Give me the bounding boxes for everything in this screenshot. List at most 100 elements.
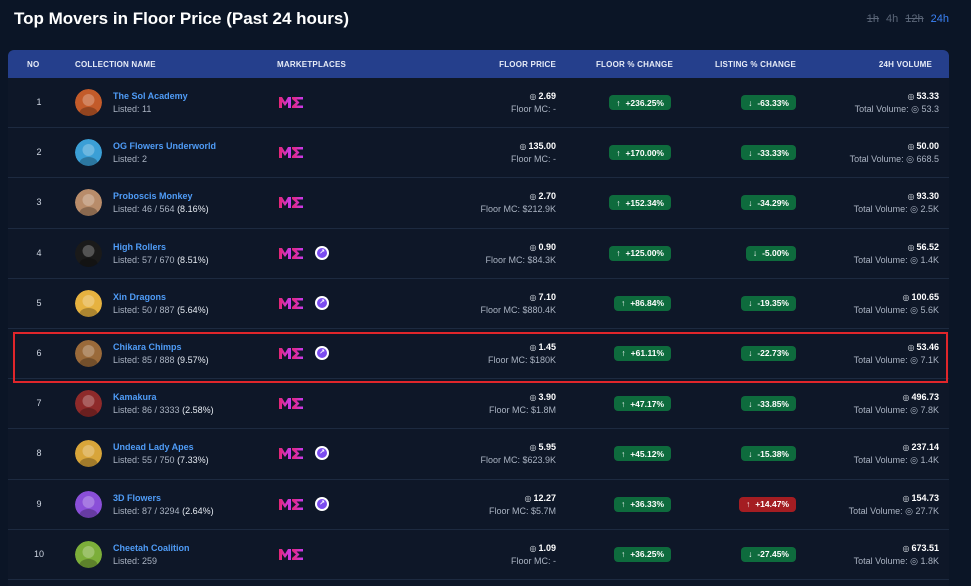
magic-eden-icon[interactable] <box>278 445 304 461</box>
tensor-icon[interactable]: ↗ <box>315 245 329 260</box>
floor-change-badge: ↑ +236.25% <box>609 95 671 110</box>
collection-listed: Listed: 50 / 887 (5.64%) <box>113 305 209 315</box>
collection-name-link[interactable]: Undead Lady Apes <box>113 442 194 453</box>
floor-market-cap: Floor MC: $212.9K <box>480 204 556 215</box>
table-row[interactable]: 10 Cheetah Coalition Listed: 259 ◎ 1.09 Floo… <box>8 530 949 580</box>
collection-name-link[interactable]: Cheetah Coalition <box>113 542 190 553</box>
row-number: 2 <box>36 147 42 158</box>
table-row[interactable]: 5 Xin Dragons Listed: 50 / 887 (5.64%) ↗ ◎ 7.… <box>8 279 949 329</box>
collection-name-link[interactable]: High Rollers <box>113 241 167 252</box>
collection-name-link[interactable]: OG Flowers Underworld <box>113 141 217 152</box>
magic-eden-icon[interactable] <box>278 345 304 361</box>
listed-count: Listed: 11 <box>113 104 152 114</box>
magic-eden-icon[interactable] <box>278 245 304 261</box>
collection-name-link[interactable]: Kamakura <box>113 392 157 403</box>
collection-avatar[interactable] <box>75 139 102 167</box>
table-row[interactable]: 9 3D Flowers Listed: 87 / 3294 (2.64%) ↗ ◎ 12… <box>8 480 949 530</box>
magic-eden-icon[interactable] <box>278 94 304 110</box>
floor-change-badge: ↑ +61.11% <box>614 345 671 361</box>
floor-change-value: +45.12% <box>630 448 664 459</box>
magic-eden-icon[interactable] <box>278 194 304 210</box>
collection-listed: Listed: 85 / 888 (9.57%) <box>113 355 209 365</box>
table-row[interactable]: 3 Proboscis Monkey Listed: 46 / 564 (8.16%… <box>8 178 949 229</box>
floor-price: ◎ 3.90 <box>529 392 556 402</box>
marketplaces <box>278 144 304 160</box>
listing-change-value: -19.35% <box>757 298 789 309</box>
collection-avatar[interactable] <box>75 189 102 217</box>
collection-listed: Listed: 55 / 750 (7.33%) <box>113 455 209 465</box>
listing-change-value: -5.00% <box>762 248 789 259</box>
collection-avatar[interactable] <box>75 440 102 468</box>
magic-eden-icon[interactable] <box>278 546 304 562</box>
floor-change-value: +47.17% <box>630 398 664 409</box>
floor-price: ◎ 2.70 <box>529 191 556 201</box>
collection-name-link[interactable]: Chikara Chimps <box>113 341 182 352</box>
tab-1h[interactable]: 1h <box>866 13 880 25</box>
floor-price: ◎ 7.10 <box>529 292 556 302</box>
collection-avatar[interactable] <box>75 239 102 267</box>
floor-price: ◎ 12.27 <box>524 493 556 503</box>
listed-count: Listed: 2 <box>113 154 148 165</box>
arrow-down-icon: ↓ <box>748 197 753 208</box>
column-header-volume[interactable]: 24H VOLUME <box>878 60 932 69</box>
table-row[interactable]: 4 High Rollers Listed: 57 / 670 (8.51%) ↗ ◎ 0… <box>8 229 949 279</box>
arrow-down-icon: ↓ <box>752 248 758 259</box>
table-row[interactable]: 7 Kamakura Listed: 86 / 3333 (2.58%) ◎ 3.90 F… <box>8 379 949 430</box>
tensor-icon[interactable]: ↗ <box>315 295 329 310</box>
volume-24h: ◎ 93.30 <box>907 191 939 201</box>
listed-percent: (8.16%) <box>177 204 209 215</box>
collection-avatar[interactable] <box>75 339 102 367</box>
sol-icon: ◎ <box>907 342 915 352</box>
collection-name-link[interactable]: Xin Dragons <box>113 291 167 302</box>
sol-icon: ◎ <box>529 92 537 101</box>
volume-value: 53.33 <box>916 91 939 101</box>
total-volume: Total Volume: ◎ 2.5K <box>853 204 939 215</box>
table-row[interactable]: 8 Undead Lady Apes Listed: 55 / 750 (7.33%… <box>8 429 949 480</box>
tab-4h[interactable]: 4h <box>886 13 899 25</box>
listing-change-value: -22.73% <box>757 348 789 359</box>
column-header-no[interactable]: NO <box>27 60 40 69</box>
collection-name-link[interactable]: The Sol Academy <box>113 91 188 101</box>
floor-price-value: 135.00 <box>528 141 556 152</box>
collection-name-link[interactable]: 3D Flowers <box>113 492 162 503</box>
listed-count: Listed: 55 / 750 <box>113 455 175 466</box>
table-row[interactable]: 2 OG Flowers Underworld Listed: 2 ◎ 135.00 F… <box>8 128 949 179</box>
collection-avatar[interactable] <box>75 540 102 568</box>
tab-12h[interactable]: 12h <box>905 13 924 25</box>
volume-value: 100.65 <box>911 291 939 302</box>
marketplaces <box>278 546 304 562</box>
listing-change-value: -63.33% <box>757 97 789 108</box>
column-header-floor-price[interactable]: FLOOR PRICE <box>499 60 556 69</box>
volume-24h: ◎ 53.46 <box>907 342 939 352</box>
tensor-icon[interactable]: ↗ <box>315 446 329 461</box>
magic-eden-icon[interactable] <box>278 395 304 411</box>
magic-eden-icon[interactable] <box>278 295 304 311</box>
column-header-collection[interactable]: COLLECTION NAME <box>75 60 156 69</box>
tab-24h[interactable]: 24h <box>930 13 949 25</box>
collection-name-link[interactable]: Proboscis Monkey <box>113 191 193 202</box>
collection-avatar[interactable] <box>75 289 102 317</box>
magic-eden-icon[interactable] <box>278 144 304 160</box>
listing-change-value: -34.29% <box>757 197 789 208</box>
sol-icon: ◎ <box>529 192 537 202</box>
collection-avatar[interactable] <box>75 390 102 418</box>
total-volume: Total Volume: ◎ 7.1K <box>853 354 939 365</box>
floor-change-badge: ↑ +45.12% <box>613 446 671 462</box>
floor-change-value: +170.00% <box>625 147 664 158</box>
table-row[interactable]: 1 The Sol Academy Listed: 11 ◎ 2.69 Floor MC… <box>8 78 949 129</box>
table-row[interactable]: 6 Chikara Chimps Listed: 85 / 888 (9.57%) ↗… <box>8 329 949 380</box>
collection-avatar[interactable] <box>75 490 102 518</box>
column-header-marketplaces[interactable]: MARKETPLACES <box>277 60 347 69</box>
volume-24h: ◎ 50.00 <box>907 141 939 151</box>
row-number: 10 <box>33 548 44 559</box>
marketplaces: ↗ <box>278 245 329 261</box>
magic-eden-icon[interactable] <box>278 496 304 512</box>
volume-value: 496.73 <box>911 392 939 403</box>
collection-avatar[interactable] <box>75 89 102 116</box>
column-header-listing-change[interactable]: LISTING % CHANGE <box>715 60 796 69</box>
floor-change-value: +125.00% <box>625 248 664 259</box>
tensor-icon[interactable]: ↗ <box>315 496 329 511</box>
tensor-icon[interactable]: ↗ <box>315 345 329 360</box>
floor-market-cap: Floor MC: - <box>511 104 556 114</box>
column-header-floor-change[interactable]: FLOOR % CHANGE <box>595 60 673 69</box>
